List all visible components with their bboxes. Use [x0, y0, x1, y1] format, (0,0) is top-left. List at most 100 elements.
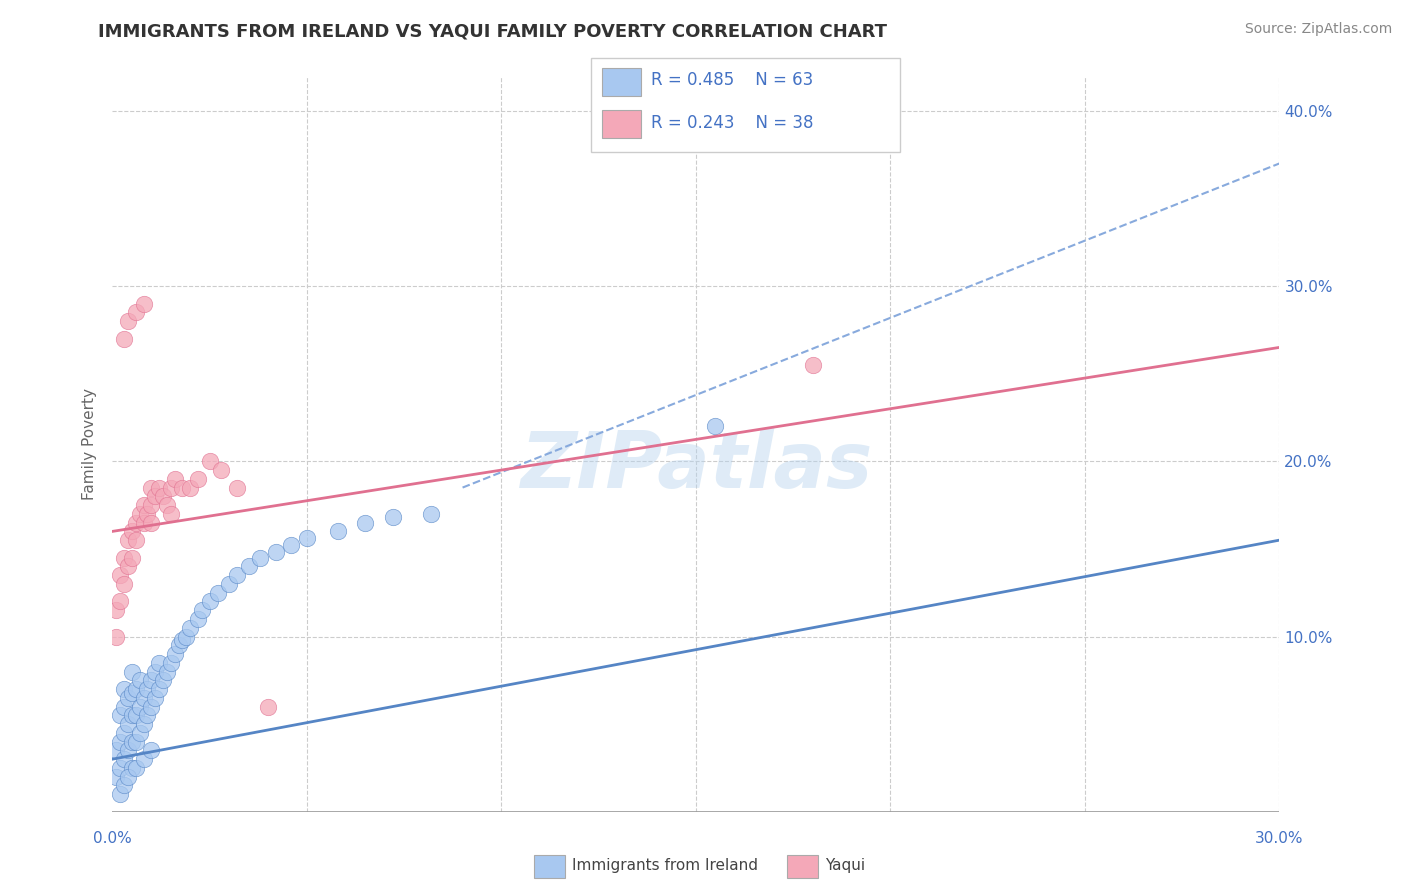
Point [257, 699, 280, 714]
Point [125, 734, 148, 748]
Point [110, 761, 132, 775]
Text: Immigrants from Ireland: Immigrants from Ireland [572, 858, 758, 872]
Point [176, 630, 198, 644]
Point [121, 761, 143, 775]
Point [141, 699, 163, 714]
Point [172, 633, 194, 648]
Point [112, 752, 135, 766]
Point [117, 314, 139, 328]
Point [117, 559, 139, 574]
Point [125, 305, 148, 319]
Point [226, 481, 249, 495]
Point [110, 594, 132, 608]
Point [143, 665, 166, 679]
Point [280, 538, 302, 552]
Point [156, 498, 179, 512]
Text: ZIPatlas: ZIPatlas [520, 428, 872, 504]
Point [110, 734, 132, 748]
Point [160, 481, 183, 495]
Point [112, 699, 135, 714]
Point [128, 673, 150, 688]
Point [354, 516, 377, 530]
Text: IMMIGRANTS FROM IRELAND VS YAQUI FAMILY POVERTY CORRELATION CHART: IMMIGRANTS FROM IRELAND VS YAQUI FAMILY … [98, 22, 887, 40]
Point [132, 498, 155, 512]
Point [264, 545, 287, 559]
Point [112, 779, 135, 793]
Point [148, 481, 170, 495]
Point [112, 577, 135, 591]
Point [218, 577, 240, 591]
Point [132, 717, 155, 731]
Point [112, 332, 135, 346]
Point [141, 743, 163, 757]
Point [121, 685, 143, 699]
Point [172, 481, 194, 495]
Point [179, 621, 201, 635]
Text: 30.0%: 30.0% [1256, 831, 1303, 846]
Point [128, 507, 150, 521]
Point [125, 708, 148, 723]
Text: Source: ZipAtlas.com: Source: ZipAtlas.com [1244, 22, 1392, 37]
Point [179, 481, 201, 495]
Text: 0.0%: 0.0% [93, 831, 132, 846]
Point [198, 594, 221, 608]
Point [148, 681, 170, 696]
Y-axis label: Family Poverty: Family Poverty [82, 388, 97, 500]
Point [152, 673, 174, 688]
Point [132, 516, 155, 530]
Point [238, 559, 260, 574]
Text: Yaqui: Yaqui [825, 858, 866, 872]
Point [163, 647, 186, 661]
Point [156, 665, 179, 679]
Point [117, 743, 139, 757]
Point [136, 708, 159, 723]
Point [112, 681, 135, 696]
Point [117, 717, 139, 731]
Point [117, 690, 139, 705]
Point [141, 673, 163, 688]
Point [128, 726, 150, 740]
Point [187, 472, 209, 486]
Point [110, 568, 132, 582]
Point [141, 516, 163, 530]
Point [125, 761, 148, 775]
Point [112, 726, 135, 740]
Point [160, 656, 183, 670]
Point [160, 507, 183, 521]
Point [249, 550, 271, 565]
Point [420, 507, 443, 521]
Point [381, 510, 404, 524]
Point [141, 498, 163, 512]
Point [125, 681, 148, 696]
Point [121, 524, 143, 539]
Text: R = 0.243    N = 38: R = 0.243 N = 38 [651, 114, 814, 132]
Point [136, 681, 159, 696]
Point [136, 507, 159, 521]
Point [128, 699, 150, 714]
Point [105, 770, 128, 784]
Point [143, 489, 166, 503]
Point [112, 550, 135, 565]
Point [226, 568, 249, 582]
Point [105, 603, 128, 617]
Point [117, 533, 139, 548]
Point [121, 734, 143, 748]
Point [141, 481, 163, 495]
Point [198, 454, 221, 468]
Point [191, 603, 214, 617]
Point [167, 638, 190, 652]
Point [326, 524, 349, 539]
Point [132, 296, 155, 310]
Point [125, 516, 148, 530]
Point [110, 708, 132, 723]
Point [121, 665, 143, 679]
Point [132, 690, 155, 705]
Point [295, 532, 318, 546]
Point [187, 612, 209, 626]
Point [209, 463, 232, 477]
Point [704, 419, 727, 434]
Point [152, 489, 174, 503]
Point [801, 358, 824, 372]
Point [117, 770, 139, 784]
Point [105, 743, 128, 757]
